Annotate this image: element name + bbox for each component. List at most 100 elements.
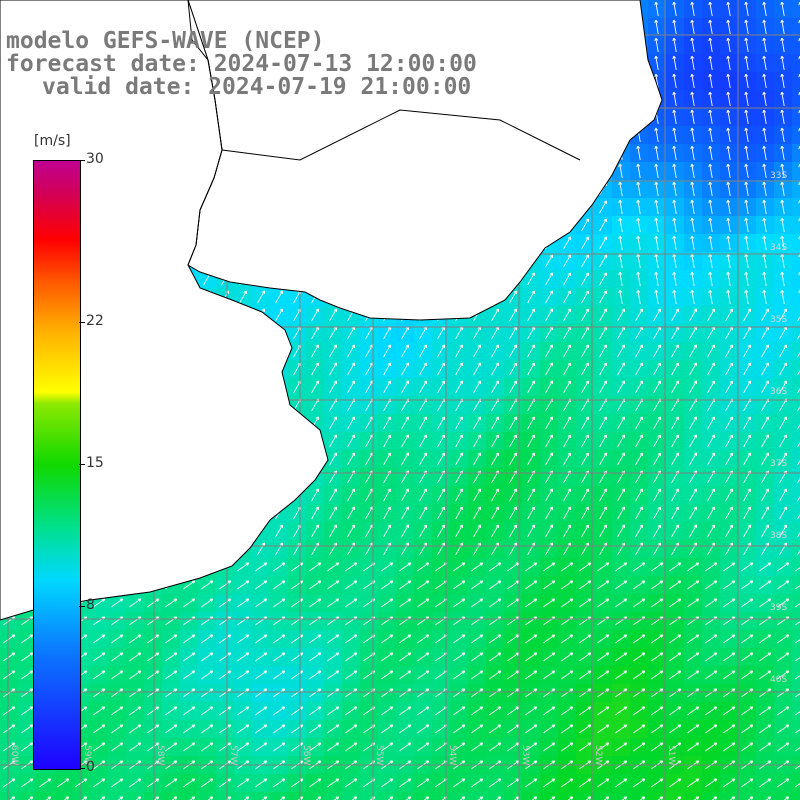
wind-arrow — [437, 344, 446, 358]
wind-arrow — [183, 652, 196, 662]
wind-arrow — [309, 598, 322, 608]
wind-arrow — [345, 688, 358, 698]
wind-arrow — [383, 506, 392, 520]
wind-cell — [432, 792, 451, 800]
wind-cell — [0, 792, 19, 800]
lat-label: 34S — [770, 243, 787, 253]
wind-arrow — [527, 272, 536, 286]
wind-arrow — [726, 217, 731, 232]
wind-arrow — [473, 488, 482, 502]
wind-arrow — [327, 652, 340, 662]
wind-arrow — [777, 670, 790, 680]
wind-arrow — [401, 452, 410, 466]
wind-arrow — [381, 688, 394, 698]
wind-arrow — [707, 434, 716, 448]
wind-arrow — [651, 670, 664, 680]
wind-arrow — [471, 688, 484, 698]
wind-arrow — [672, 199, 677, 214]
wind-arrow — [509, 290, 518, 304]
wind-arrow — [639, 796, 646, 800]
wind-arrow — [669, 706, 682, 716]
wind-arrow — [581, 434, 590, 448]
wind-arrow — [599, 218, 608, 232]
wind-arrow — [761, 362, 770, 376]
wind-arrow — [723, 670, 736, 680]
wind-arrow — [707, 542, 716, 556]
wind-arrow — [657, 796, 664, 800]
wind-arrow — [437, 434, 446, 448]
wind-arrow — [201, 724, 214, 734]
wind-arrow — [347, 380, 356, 394]
wind-arrow — [708, 235, 713, 250]
wind-arrow — [653, 344, 662, 358]
wind-arrow — [759, 598, 772, 608]
wind-arrow — [525, 670, 538, 680]
wind-arrow — [653, 416, 662, 430]
wind-arrow — [417, 670, 430, 680]
wind-arrow — [617, 542, 626, 556]
wind-arrow — [671, 524, 680, 538]
wind-arrow — [618, 217, 623, 232]
wind-arrow — [219, 742, 232, 752]
wind-arrow — [329, 416, 338, 430]
wind-arrow — [762, 55, 767, 70]
wind-arrow — [453, 778, 466, 788]
wind-arrow — [780, 91, 785, 106]
wind-cell — [792, 342, 800, 361]
wind-arrow — [779, 506, 788, 520]
wind-arrow — [689, 434, 698, 448]
wind-cell — [144, 792, 163, 800]
wind-arrow — [795, 639, 800, 644]
wind-arrow — [347, 344, 356, 358]
wind-arrow — [723, 580, 736, 590]
wind-arrow — [726, 1, 731, 16]
wind-arrow — [489, 706, 502, 716]
wind-arrow — [599, 272, 608, 286]
wind-arrow — [21, 688, 34, 698]
wind-arrow — [275, 524, 284, 538]
wind-arrow — [779, 344, 788, 358]
wind-arrow — [383, 344, 392, 358]
wind-arrow — [797, 441, 800, 448]
wind-arrow — [743, 380, 752, 394]
wind-arrow — [243, 796, 250, 800]
wind-arrow — [329, 506, 338, 520]
wind-cell — [792, 306, 800, 325]
wind-arrow — [21, 670, 34, 680]
wind-arrow — [111, 724, 124, 734]
wind-arrow — [669, 688, 682, 698]
wind-cell — [198, 792, 217, 800]
wind-arrow — [327, 634, 340, 644]
wind-arrow — [561, 634, 574, 644]
wind-arrow — [597, 688, 610, 698]
wind-arrow — [671, 344, 680, 358]
wind-arrow — [437, 506, 446, 520]
wind-arrow — [708, 109, 713, 124]
wind-arrow — [597, 724, 610, 734]
wind-arrow — [759, 706, 772, 716]
wind-arrow — [599, 542, 608, 556]
wind-arrow — [329, 434, 338, 448]
wind-arrow — [453, 562, 466, 572]
wind-arrow — [509, 524, 518, 538]
wind-arrow — [672, 73, 677, 88]
wind-arrow — [741, 724, 754, 734]
wind-arrow — [654, 271, 659, 286]
wind-arrow — [780, 37, 785, 52]
wind-arrow — [581, 452, 590, 466]
wind-arrow — [471, 670, 484, 680]
lon-label: 54W — [447, 745, 457, 765]
wind-arrow — [761, 344, 770, 358]
wind-arrow — [761, 416, 770, 430]
wind-arrow — [489, 742, 502, 752]
wind-arrow — [455, 452, 464, 466]
wind-arrow — [561, 742, 574, 752]
wind-arrow — [672, 145, 677, 160]
wind-arrow — [509, 506, 518, 520]
wind-arrow — [21, 634, 34, 644]
wind-arrow — [617, 524, 626, 538]
wind-arrow — [653, 524, 662, 538]
wind-arrow — [399, 688, 412, 698]
wind-arrow — [387, 796, 394, 800]
wind-arrow — [653, 452, 662, 466]
